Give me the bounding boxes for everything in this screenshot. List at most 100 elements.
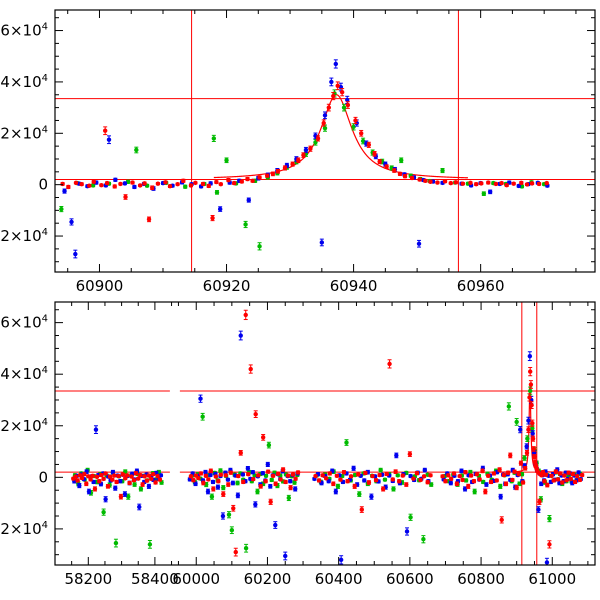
data-point	[479, 181, 484, 186]
data-point	[75, 478, 80, 483]
data-point	[474, 181, 479, 187]
data-point	[116, 473, 121, 479]
data-point	[425, 480, 430, 485]
data-point	[481, 191, 487, 196]
data-point	[487, 189, 493, 195]
data-point	[265, 469, 271, 474]
data-point	[319, 240, 325, 245]
data-point	[499, 180, 504, 186]
x-tick-label: 61000	[528, 570, 576, 588]
data-point	[113, 485, 118, 491]
data-point	[524, 450, 530, 456]
data-point	[251, 476, 256, 482]
data-point	[238, 333, 243, 338]
data-point	[73, 251, 78, 257]
series-red	[60, 81, 549, 223]
data-point	[206, 477, 211, 482]
data-point	[536, 181, 542, 187]
data-point	[576, 470, 581, 475]
data-point	[216, 479, 221, 484]
data-point	[511, 181, 516, 186]
data-point	[238, 450, 243, 456]
data-point	[344, 440, 349, 445]
data-point	[257, 244, 262, 249]
data-point	[235, 493, 241, 498]
data-point	[428, 179, 433, 185]
data-point	[499, 517, 504, 523]
data-point	[362, 478, 367, 483]
y-tick-label: 0	[38, 176, 48, 194]
series-blue	[62, 59, 550, 259]
data-point	[243, 312, 248, 318]
plot-content	[55, 10, 595, 272]
data-point	[191, 477, 196, 483]
x-tick-label: 60400	[315, 570, 363, 588]
data-point	[105, 484, 111, 489]
data-point	[351, 124, 356, 130]
data-point	[188, 183, 194, 188]
data-point	[293, 476, 298, 482]
data-point	[112, 473, 117, 478]
x-tick-label: 60960	[457, 277, 505, 295]
data-point	[526, 418, 531, 423]
data-point	[246, 197, 251, 203]
data-point	[341, 469, 347, 475]
data-point	[531, 446, 536, 452]
data-point	[315, 136, 321, 141]
data-point	[103, 497, 108, 502]
data-point	[564, 477, 569, 483]
data-point	[146, 473, 152, 478]
data-point	[457, 473, 462, 479]
data-point	[228, 470, 233, 475]
data-point	[505, 470, 511, 475]
data-point	[321, 120, 326, 126]
data-point	[454, 481, 460, 486]
data-point	[132, 184, 137, 190]
data-point	[359, 507, 364, 512]
data-point	[257, 175, 262, 180]
data-point	[101, 476, 106, 482]
data-point	[463, 469, 468, 475]
data-point	[263, 479, 268, 484]
data-point	[357, 491, 362, 497]
data-point	[97, 479, 102, 484]
data-point	[155, 473, 160, 479]
data-point	[402, 173, 408, 179]
data-point	[211, 136, 217, 141]
data-point	[331, 93, 336, 99]
data-point	[268, 499, 273, 505]
data-point	[59, 206, 64, 212]
data-point	[557, 471, 563, 476]
data-point	[377, 472, 382, 478]
y-tick-label: 6×104	[0, 22, 48, 40]
data-point	[210, 479, 216, 485]
data-point	[408, 515, 413, 520]
data-point	[243, 546, 249, 551]
data-point	[463, 478, 469, 483]
data-point	[468, 473, 474, 478]
data-point	[529, 402, 534, 408]
y-tick-label: 4×104	[0, 365, 48, 383]
data-point	[214, 179, 219, 185]
y-tick-label: -2×104	[0, 520, 48, 538]
data-point	[326, 105, 332, 110]
data-point	[301, 152, 306, 158]
data-point	[468, 180, 473, 186]
data-point	[327, 471, 332, 476]
data-point	[209, 494, 215, 499]
data-point	[530, 436, 536, 441]
data-point	[543, 472, 549, 477]
data-point	[86, 489, 92, 494]
data-point	[394, 453, 399, 458]
data-point	[451, 471, 457, 476]
data-point	[493, 181, 499, 187]
data-point	[231, 180, 237, 186]
data-point	[120, 472, 126, 477]
data-point	[118, 494, 124, 499]
data-point	[399, 158, 404, 163]
data-point	[138, 486, 144, 492]
data-point	[112, 184, 117, 189]
x-tick-label: 60600	[386, 570, 434, 588]
